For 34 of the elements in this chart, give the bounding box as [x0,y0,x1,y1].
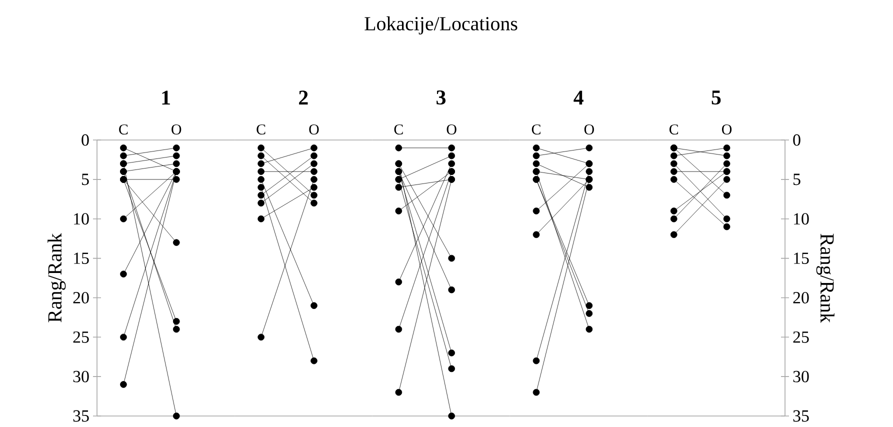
y-tick-label: 5 [82,174,89,186]
chart-title: 3 [436,90,446,105]
chart-title: 5 [712,90,721,105]
y-axis-title: Rang/Rank [48,233,66,322]
chart-title: 1 [162,90,170,105]
y-tick-label: 35 [73,410,89,422]
x-tick-label: O [172,124,182,134]
x-tick-label: C [532,124,540,134]
x-tick-label: O [722,124,732,134]
y-tick-label: 20 [793,292,809,304]
x-tick-label: O [584,124,594,134]
x-tick-label: O [309,124,319,134]
y-tick-label: 25 [793,331,809,343]
y-tick-label: 30 [73,370,89,382]
y-tick-label: 10 [74,213,89,225]
text: Lokacije/Locations [364,16,518,34]
x-tick-label: C [256,124,266,134]
y-axis-title: Rang/Rank [816,234,834,323]
x-tick-label: C [669,124,678,134]
y-tick-label: 15 [74,252,89,264]
y-tick-label: 5 [794,174,800,186]
x-tick-label: C [119,124,128,134]
y-tick-label: 30 [793,370,809,382]
y-tick-label: 10 [794,213,809,225]
y-tick-label: 35 [793,410,809,422]
chart-title: 4 [574,90,584,105]
x-tick-label: O [446,124,456,134]
y-tick-label: 15 [794,252,809,264]
y-tick-label: 20 [73,292,89,304]
x-tick-label: C [394,124,403,134]
y-tick-label: 0 [793,134,800,146]
y-tick-label: 0 [82,134,89,146]
y-tick-label: 25 [73,331,89,343]
chart-title: 2 [299,90,308,105]
